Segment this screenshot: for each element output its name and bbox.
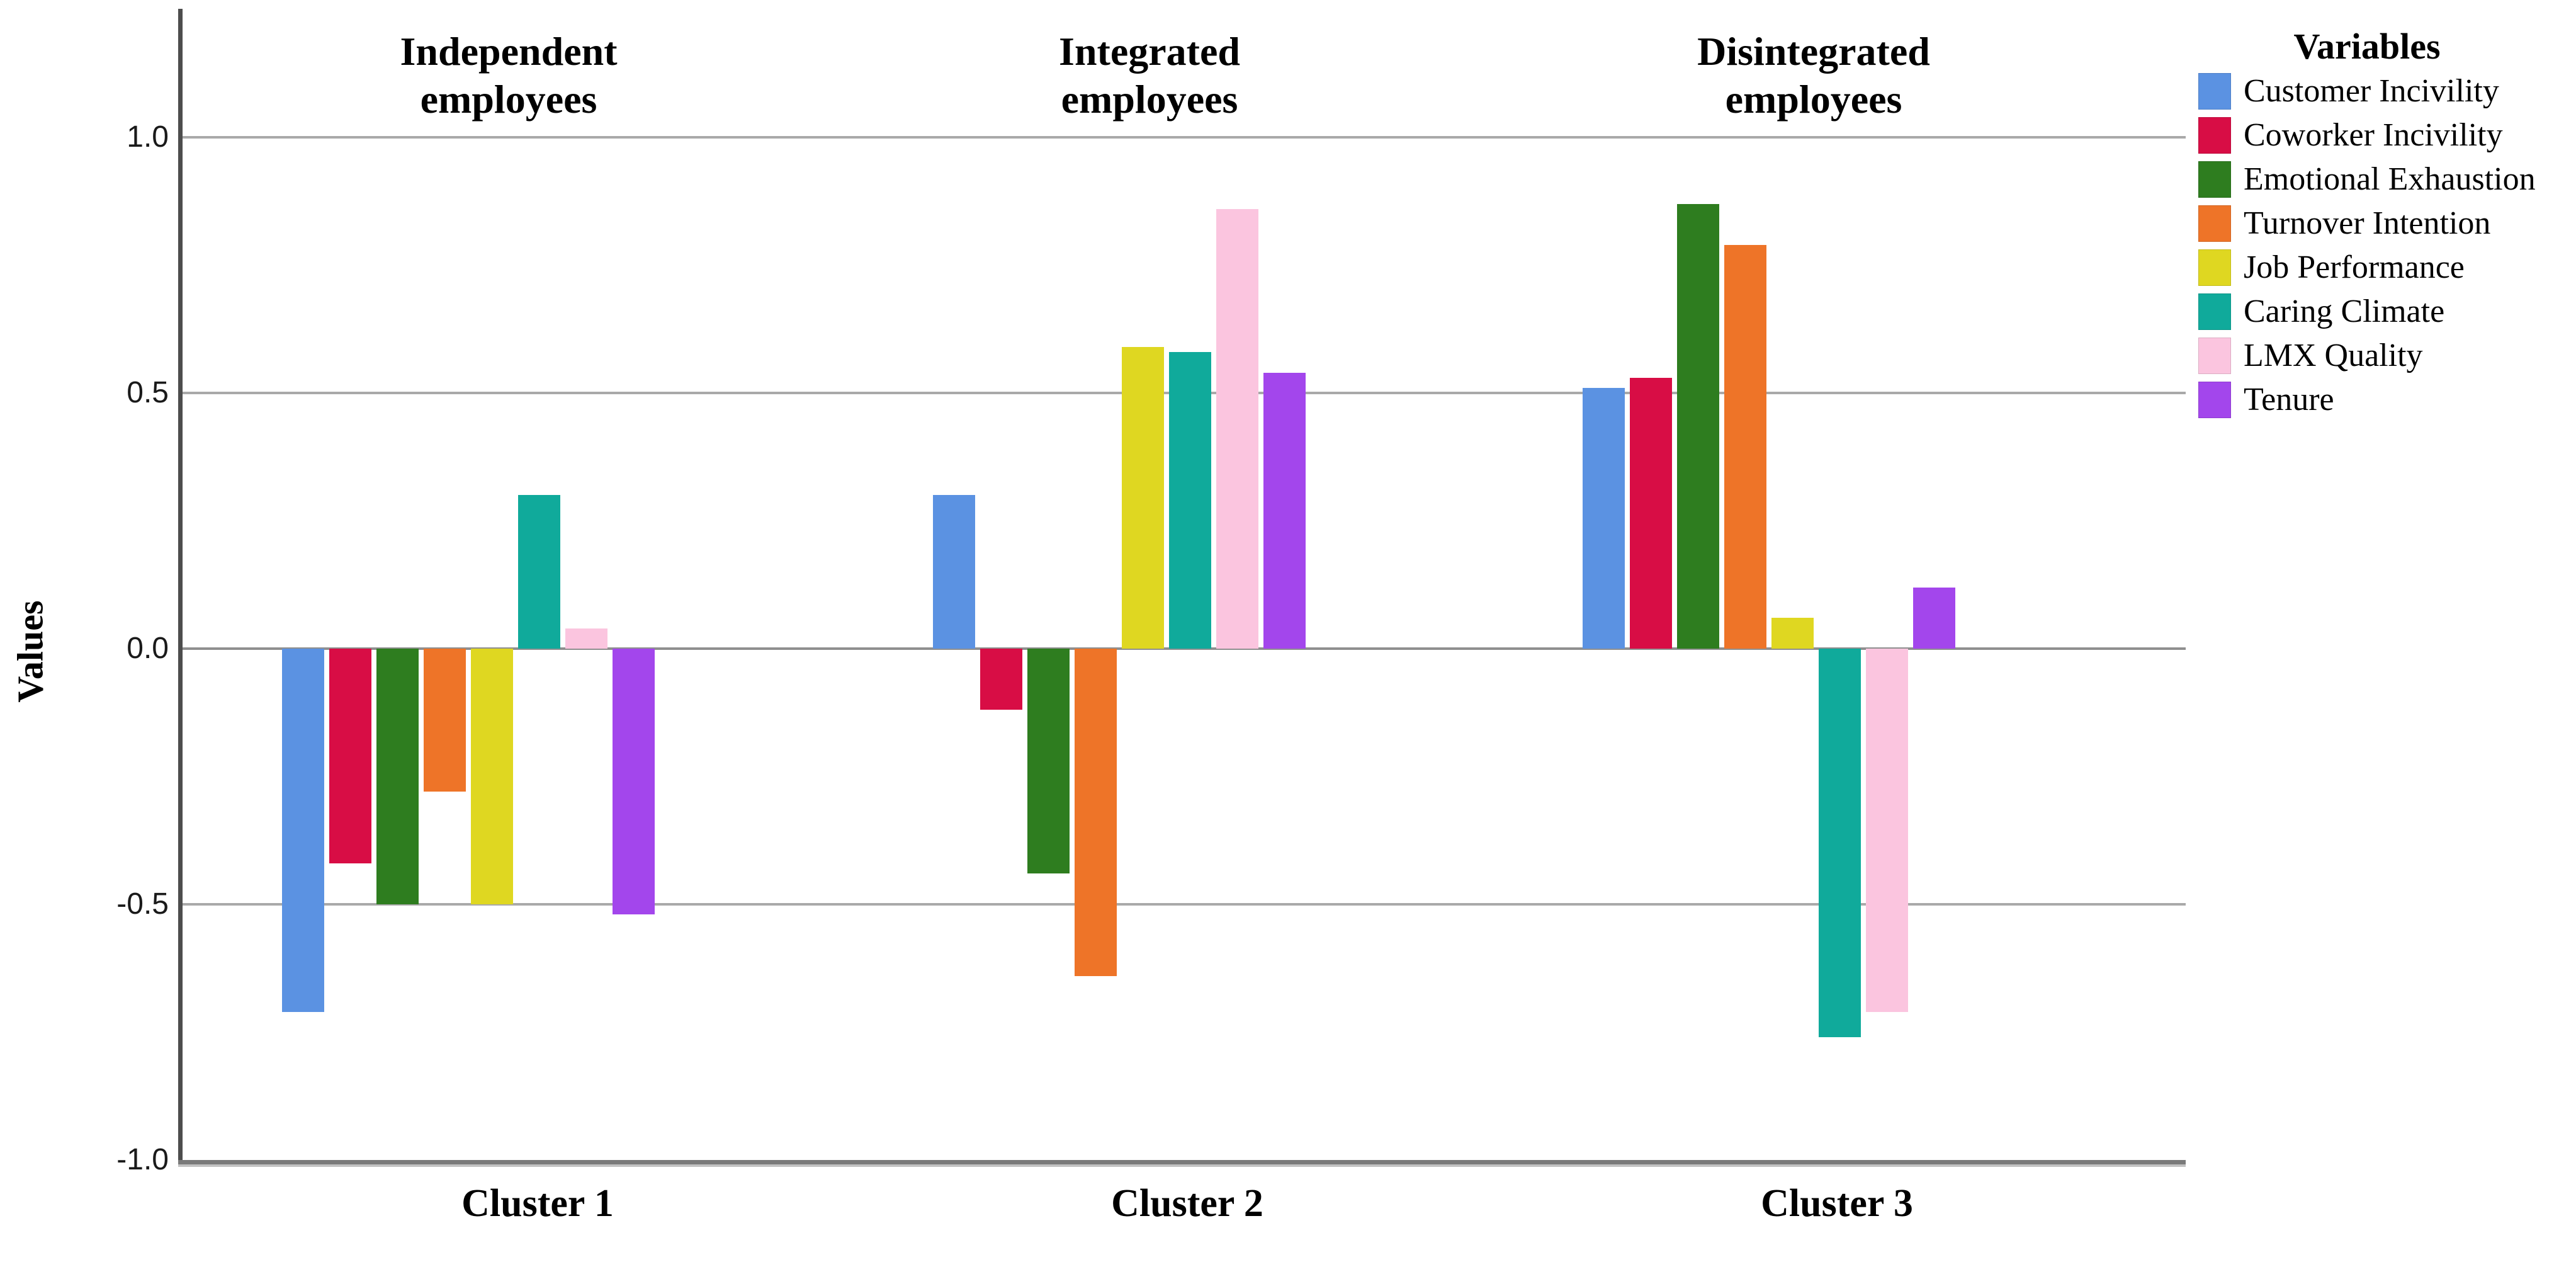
legend-item: Turnover Intention <box>2198 205 2490 242</box>
bar-job-performance <box>1771 618 1814 649</box>
legend-item: Tenure <box>2198 382 2334 418</box>
bar-emotional-exhaustion <box>1677 203 1719 649</box>
bar-customer-incivility <box>1583 387 1625 649</box>
legend-item: Customer Incivility <box>2198 73 2499 110</box>
gridline <box>183 136 2186 139</box>
bar-caring-climate <box>1169 352 1211 649</box>
legend-label: Job Performance <box>2244 249 2465 285</box>
legend-swatch-icon <box>2198 73 2231 110</box>
legend-swatch-icon <box>2198 161 2231 198</box>
legend-title: Variables <box>2293 26 2441 67</box>
gridline <box>183 647 2186 650</box>
bar-turnover-intention <box>1075 649 1117 976</box>
bar-lmx-quality <box>565 628 607 649</box>
bar-tenure <box>1263 372 1306 649</box>
legend-item: Emotional Exhaustion <box>2198 161 2536 198</box>
cluster-label: Cluster 1 <box>461 1182 614 1225</box>
legend-swatch-icon <box>2198 117 2231 154</box>
bar-turnover-intention <box>1724 244 1766 649</box>
x-axis-line <box>178 1160 2186 1167</box>
legend-swatch-icon <box>2198 205 2231 242</box>
bar-lmx-quality <box>1866 649 1908 1012</box>
cluster-label: Cluster 2 <box>1111 1182 1263 1225</box>
legend-item: LMX Quality <box>2198 338 2423 374</box>
legend-label: Customer Incivility <box>2244 73 2499 109</box>
bar-tenure <box>613 649 655 915</box>
y-tick-label: 1.0 <box>127 120 169 154</box>
legend-label: Emotional Exhaustion <box>2244 161 2536 197</box>
legend-swatch-icon <box>2198 382 2231 418</box>
y-axis-line <box>178 9 183 1164</box>
bar-job-performance <box>471 649 513 904</box>
cluster-title: Disintegrated employees <box>1697 29 1930 122</box>
cluster-title: Independent employees <box>400 29 618 122</box>
legend-swatch-icon <box>2198 338 2231 374</box>
bar-coworker-incivility <box>980 649 1022 710</box>
bar-coworker-incivility <box>1630 377 1672 649</box>
legend-item: Job Performance <box>2198 249 2465 286</box>
bar-coworker-incivility <box>329 649 371 864</box>
legend-swatch-icon <box>2198 293 2231 330</box>
legend-label: Tenure <box>2244 382 2334 418</box>
legend-swatch-icon <box>2198 249 2231 286</box>
legend-item: Coworker Incivility <box>2198 117 2503 154</box>
y-tick-label: -1.0 <box>116 1143 169 1176</box>
bar-caring-climate <box>1819 649 1861 1038</box>
cluster-title: Integrated employees <box>1059 29 1240 122</box>
legend-item: Caring Climate <box>2198 293 2444 330</box>
gridline <box>183 903 2186 906</box>
y-tick-label: -0.5 <box>116 887 169 921</box>
cluster-label: Cluster 3 <box>1761 1182 1913 1225</box>
bar-customer-incivility <box>933 495 975 649</box>
legend-label: Turnover Intention <box>2244 205 2491 241</box>
bar-customer-incivility <box>282 649 324 1012</box>
legend-label: LMX Quality <box>2244 338 2423 373</box>
bar-job-performance <box>1122 346 1164 649</box>
bar-caring-climate <box>518 495 560 649</box>
bar-emotional-exhaustion <box>1027 649 1070 874</box>
y-tick-label: 0.0 <box>127 632 169 665</box>
bar-tenure <box>1913 587 1955 649</box>
bar-emotional-exhaustion <box>376 649 419 904</box>
bar-turnover-intention <box>424 649 466 792</box>
y-tick-label: 0.5 <box>127 376 169 409</box>
legend-label: Caring Climate <box>2244 293 2445 329</box>
bar-lmx-quality <box>1216 208 1258 649</box>
legend-label: Coworker Incivility <box>2244 117 2503 153</box>
